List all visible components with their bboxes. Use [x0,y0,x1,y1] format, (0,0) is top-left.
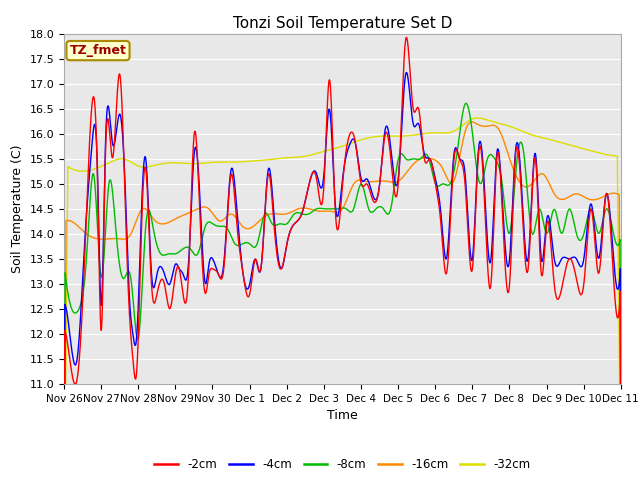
Text: TZ_fmet: TZ_fmet [70,44,127,57]
Y-axis label: Soil Temperature (C): Soil Temperature (C) [11,144,24,273]
Title: Tonzi Soil Temperature Set D: Tonzi Soil Temperature Set D [233,16,452,31]
X-axis label: Time: Time [327,409,358,422]
Legend: -2cm, -4cm, -8cm, -16cm, -32cm: -2cm, -4cm, -8cm, -16cm, -32cm [150,454,535,476]
